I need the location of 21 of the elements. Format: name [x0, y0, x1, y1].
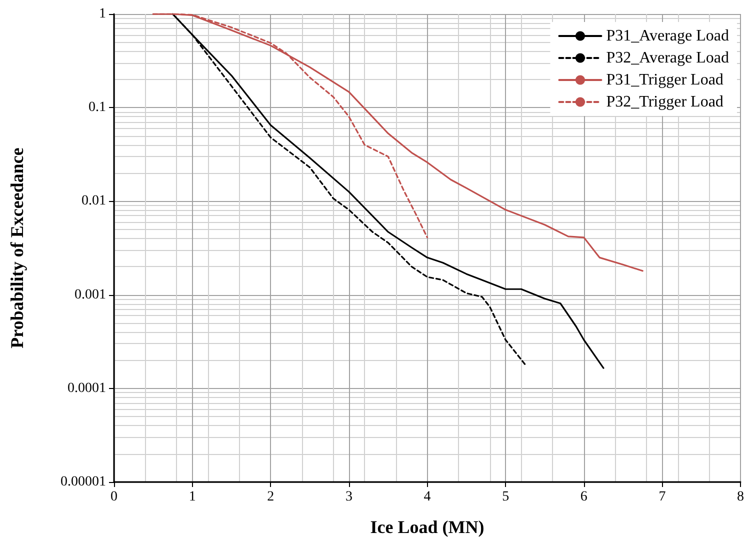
x-tick-label: 0 — [110, 490, 118, 504]
y-tick-label: 1 — [99, 6, 106, 22]
y-tick-label: 0.001 — [74, 287, 106, 302]
x-tick-label: 6 — [580, 490, 588, 504]
y-axis-title: Probability of Exceedance — [7, 148, 27, 348]
legend-label: P32_Trigger Load — [606, 94, 724, 110]
x-tick-label: 4 — [424, 490, 431, 504]
y-tick-label: 0.0001 — [68, 380, 106, 396]
x-tick-label: 1 — [188, 490, 196, 504]
y-tick-label: 0.01 — [82, 194, 106, 209]
x-tick-label: 5 — [502, 490, 510, 504]
legend-label: P31_Average Load — [606, 28, 730, 44]
y-tick-label: 0.00001 — [60, 474, 106, 490]
x-tick-label: 8 — [737, 490, 744, 504]
legend-label: P32_Average Load — [606, 50, 730, 66]
legend-label: P31_Trigger Load — [606, 72, 724, 88]
x-tick-label: 7 — [658, 490, 666, 504]
x-axis-title: Ice Load (MN) — [370, 517, 484, 537]
y-tick-label: 0.1 — [88, 100, 106, 116]
x-tick-label: 2 — [267, 490, 274, 504]
x-tick-label: 3 — [345, 490, 352, 504]
